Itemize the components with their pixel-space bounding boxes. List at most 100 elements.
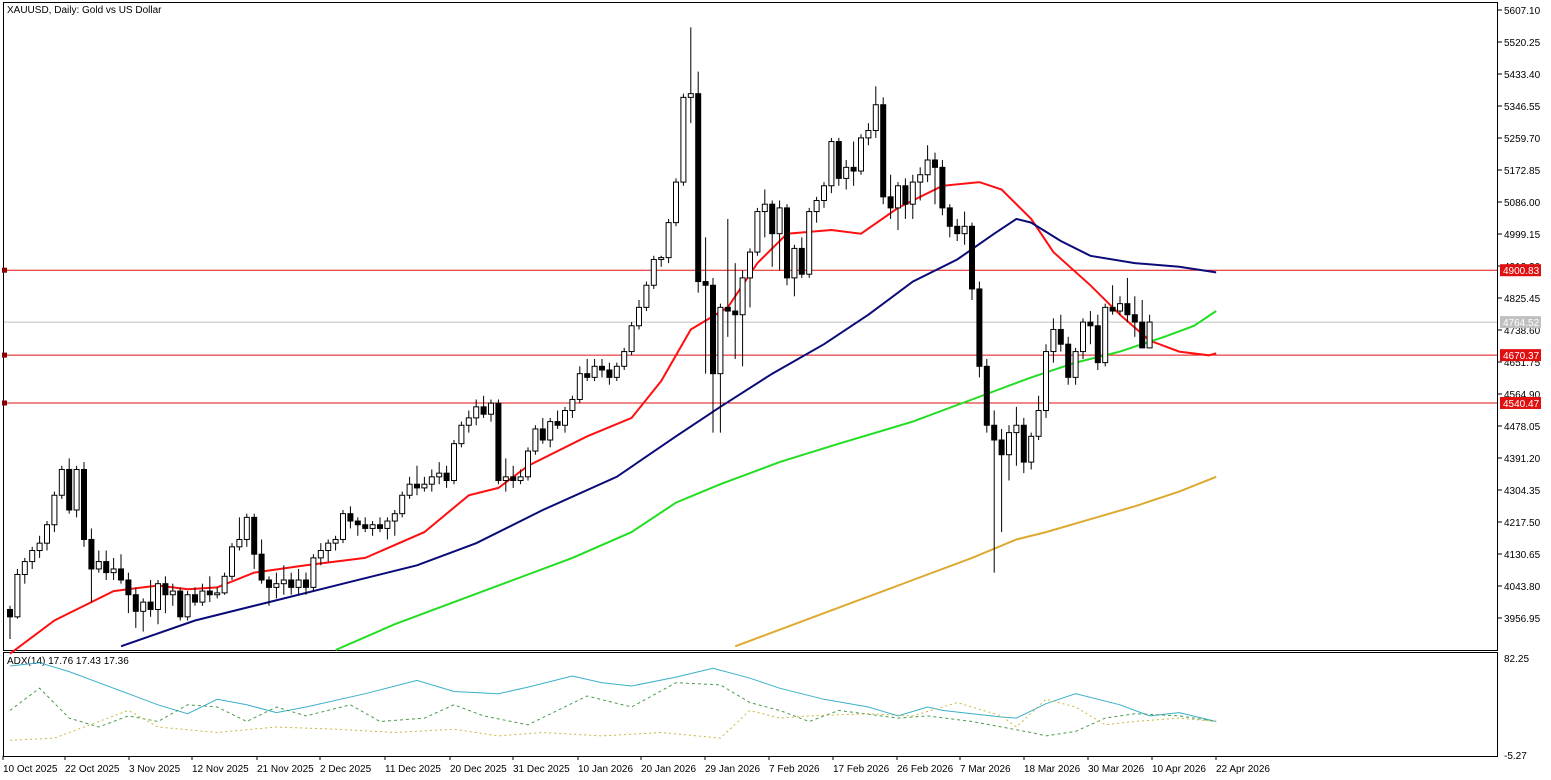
time-tick-label: 26 Feb 2026 [897,764,954,775]
bear-candle [695,93,702,283]
bull-candle [458,424,465,445]
bear-candle [539,428,546,441]
bull-candle [754,211,761,253]
bear-candle [125,579,132,596]
bear-candle [554,421,561,426]
bear-candle [303,579,309,588]
price-tick-label: 4043.80 [1504,582,1541,593]
bull-candle [872,104,879,132]
bear-candle [769,203,776,235]
bull-candle [961,225,968,235]
bear-candle [362,524,369,529]
bear-candle [954,225,961,235]
bull-candle [1050,328,1057,353]
bear-candle [480,406,487,415]
bear-candle [976,288,983,367]
bull-candle [636,306,642,327]
current-price-box [1500,316,1541,329]
bear-candle [1020,424,1027,463]
bear-candle [902,185,909,205]
bear-candle [983,365,990,426]
level-label-box-2 [1500,396,1541,409]
bear-candle [81,468,87,540]
level-label-0: 4900.83 [1503,266,1540,277]
bull-candle [865,130,872,139]
bull-candle [1028,435,1035,463]
bear-candle [724,306,731,312]
time-tick-label: 17 Feb 2026 [833,764,890,775]
time-tick-label: 12 Nov 2025 [192,764,249,775]
bull-candle [436,472,443,478]
bear-candle [103,561,110,574]
time-axis: 10 Oct 2025 22 Oct 2025 3 Nov 2025 12 Nov 2… [2,756,1270,775]
candlesticks [7,27,1153,639]
bear-candle [177,590,184,618]
bear-candle [1131,314,1138,323]
bull-candle [806,211,813,275]
time-tick-label: 22 Apr 2026 [1216,764,1270,775]
bull-candle [295,579,302,588]
price-tick-label: 4217.50 [1504,518,1541,529]
bear-candle [932,159,938,168]
bull-candle [1006,432,1012,456]
bear-candle [710,284,716,375]
bear-candle [835,141,842,179]
time-tick-label: 31 Dec 2025 [513,764,570,775]
bull-candle [687,93,694,98]
bull-candle [140,601,147,612]
bear-candle [377,524,383,529]
bull-candle [1043,351,1049,412]
bull-candle [658,257,665,260]
bull-candle [155,583,161,610]
bull-candle [36,542,43,552]
time-tick-label: 10 Apr 2026 [1152,764,1206,775]
bull-candle [184,594,191,618]
bull-candle [525,450,531,478]
bear-candle [118,568,124,581]
ma-line-3 [735,477,1216,647]
bull-candle [813,200,820,213]
bull-candle [473,406,480,419]
bear-candle [798,247,805,275]
bull-candle [488,402,494,415]
time-tick-label: 20 Dec 2025 [450,764,507,775]
bear-candle [443,472,450,482]
bull-candle [761,203,768,213]
time-tick-label: 10 Jan 2026 [578,764,633,775]
bear-candle [946,207,953,227]
bull-candle [406,483,413,496]
bull-candle [547,421,554,441]
price-tick-label: 5172.85 [1504,166,1541,177]
ma-line-2 [336,311,1217,650]
bull-candle [21,561,28,575]
adx-tick-label: 82.25 [1504,654,1529,665]
time-tick-label: 20 Jan 2026 [641,764,696,775]
bear-candle [258,553,265,581]
bear-candle [206,590,213,596]
bear-candle [288,579,295,588]
price-tick-label: 4391.20 [1504,454,1541,465]
bull-candle [532,428,539,452]
price-tick-label: 4304.35 [1504,486,1541,497]
bear-candle [606,369,613,378]
bull-candle [221,575,228,594]
bear-candle [702,281,709,286]
bear-candle [732,310,739,316]
time-tick-label: 29 Jan 2026 [705,764,760,775]
price-tick-label: 4738.60 [1504,326,1541,337]
bear-candle [880,104,887,198]
price-tick-label: 5607.10 [1504,6,1541,17]
price-tick-label: 4564.90 [1504,390,1541,401]
bull-candle [621,351,628,367]
bull-candle [340,513,346,540]
ma-line-1 [121,219,1216,646]
bull-candle [917,174,924,183]
price-tick-label: 4651.75 [1504,358,1541,369]
bull-candle [1117,303,1123,312]
price-tick-label: 4130.65 [1504,550,1541,561]
bear-candle [969,225,975,290]
indicator-title: ADX(14) 17.76 17.43 17.36 [7,656,129,667]
bull-candle [517,476,524,482]
adx-pane-frame [3,652,1498,757]
